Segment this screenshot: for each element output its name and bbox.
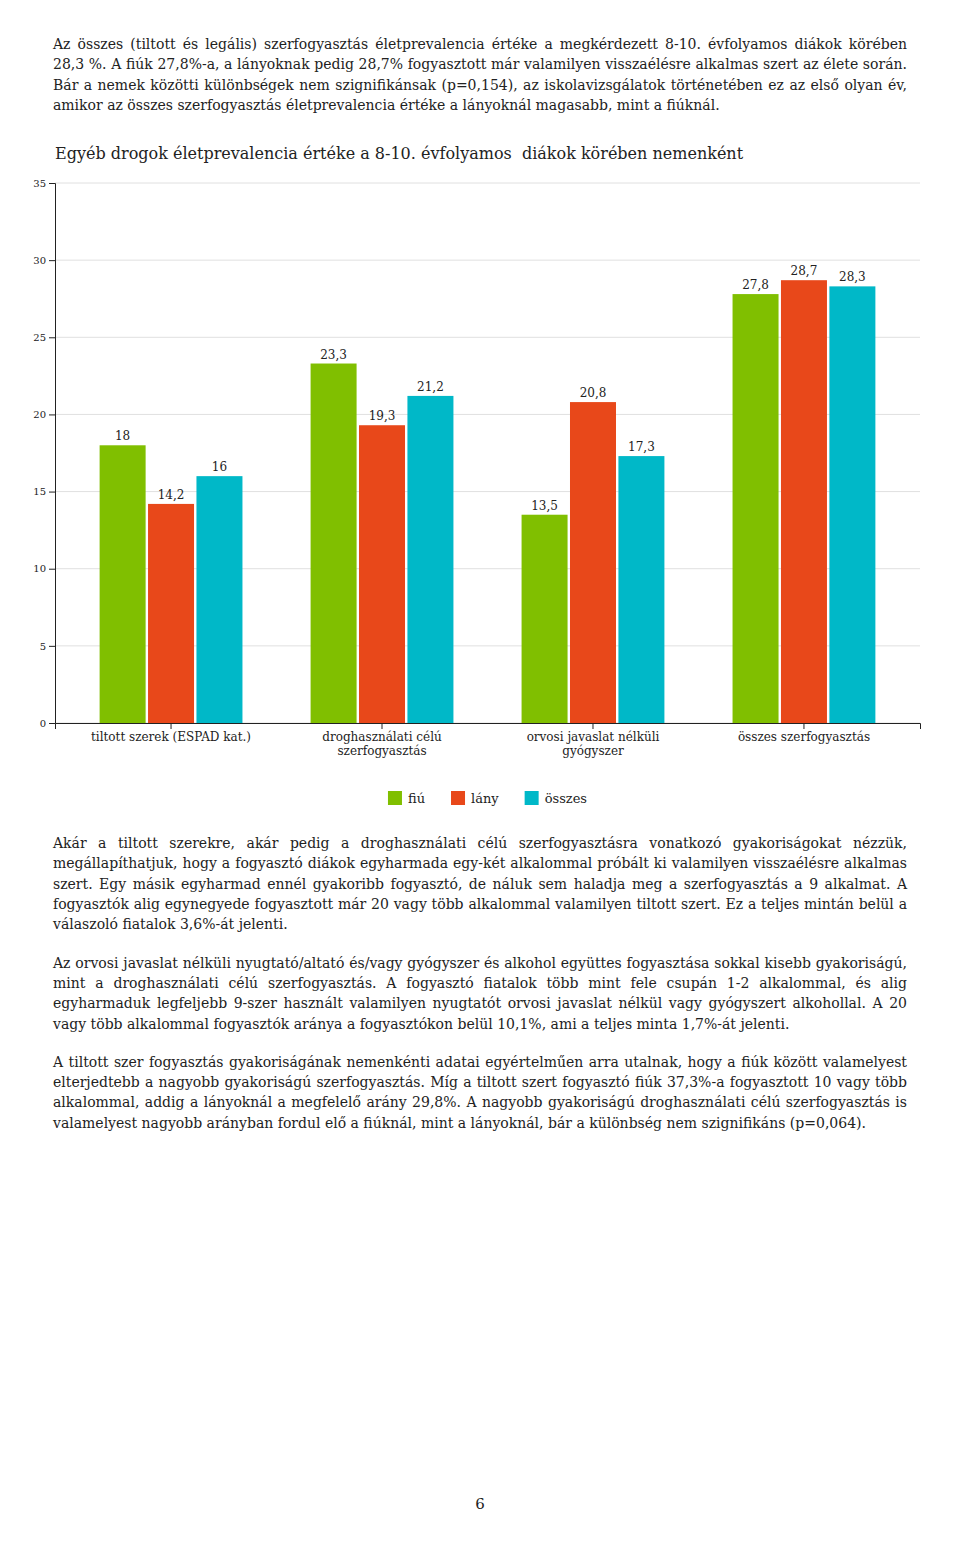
x-tick-label-line: tiltott szerek (ESPAD kat.) [91,730,251,744]
grid-line [55,260,920,261]
x-tick-label-line: droghasználati célú [322,730,442,744]
legend-swatch [451,791,465,805]
bar [829,287,875,724]
legend-item: lány [451,791,499,806]
legend: fiú lány összes [388,791,587,806]
y-tick-mark [49,723,55,724]
y-tick-label: 25 [33,332,46,343]
bar [196,476,242,723]
x-tick-label: tiltott szerek (ESPAD kat.) [91,730,251,744]
legend-item: fiú [388,791,425,806]
bar [359,425,405,723]
data-label: 17,3 [628,440,655,454]
paragraph: Az orvosi javaslat nélküli nyugtató/alta… [53,953,907,1034]
data-label: 23,3 [320,348,347,362]
x-tick-label: összes szerfogyasztás [738,730,870,744]
data-label: 18 [115,429,130,443]
paragraph: Az összes (tiltott és legális) szerfogya… [53,34,907,115]
x-tick-mark [803,723,804,729]
y-axis-line [49,184,56,724]
paragraph: A tiltott szer fogyasztás gyakoriságának… [53,1052,907,1133]
bar [570,402,616,723]
x-tick: orvosi javaslat nélküligyógyszer [527,723,660,758]
bar [311,364,357,723]
data-label: 16 [212,460,227,474]
chart: Egyéb drogok életprevalencia értéke a 8-… [0,133,960,833]
bar [148,504,194,723]
bar [618,456,664,723]
y-tick: 10 [33,564,55,575]
data-label: 20,8 [580,386,607,400]
data-label: 19,3 [369,409,396,423]
page-number: 6 [0,1495,960,1513]
y-tick-mark [49,492,55,493]
legend-swatch [525,791,539,805]
data-labels: 18 23,3 13,5 27,8 14,2 19,3 20,8 28,7 16 21,2 17,3… [115,264,866,513]
legend-label: fiú [408,791,425,806]
y-tick-label: 0 [40,718,46,729]
data-label: 13,5 [531,499,558,513]
y-tick-label: 35 [33,178,46,189]
series [100,294,779,723]
y-tick-label: 20 [33,409,46,420]
x-tick-mark [382,723,383,729]
x-tick-label-line: összes szerfogyasztás [738,730,870,744]
y-tick: 5 [40,641,55,652]
y-tick: 30 [33,255,55,266]
data-label: 28,3 [839,271,866,285]
x-tick-mark [171,723,172,729]
bars [100,280,876,723]
x-tick-mark [592,723,593,729]
grid-line [55,183,920,184]
y-tick: 35 [33,178,55,189]
y-tick-label: 10 [33,564,46,575]
y-tick-label: 30 [33,255,46,266]
legend-label: összes [545,791,587,806]
data-label: 14,2 [158,488,185,502]
y-tick-label: 15 [33,486,46,497]
paragraph: Akár a tiltott szerekre, akár pedig a dr… [53,833,907,934]
x-tick: droghasználati célúszerfogyasztás [322,723,442,758]
grid [55,183,920,723]
bar [100,445,146,723]
y-tick: 15 [33,486,55,497]
bar [781,280,827,723]
data-label: 21,2 [417,380,444,394]
legend-label: lány [471,791,499,806]
series [196,287,875,724]
x-tick-label: droghasználati célúszerfogyasztás [322,730,442,758]
x-tick-label: orvosi javaslat nélküligyógyszer [527,730,660,758]
x-tick: tiltott szerek (ESPAD kat.) [91,723,251,744]
y-tick-mark [49,415,55,416]
x-tick: összes szerfogyasztás [738,723,870,744]
y-axis: 0 5 10 15 20 25 30 35 [33,178,55,729]
series [148,280,827,723]
y-tick-mark [49,646,55,647]
bar [522,515,568,723]
bar [407,396,453,723]
chart-title: Egyéb drogok életprevalencia értéke a 8-… [55,144,744,163]
legend-swatch [388,791,402,805]
data-label: 28,7 [791,264,818,278]
y-tick-mark [49,260,55,261]
x-tick-label-line: orvosi javaslat nélküli [527,730,660,744]
y-tick-label: 5 [40,641,46,652]
y-tick-mark [49,569,55,570]
data-label: 27,8 [742,278,769,292]
x-axis-line [56,724,921,730]
x-tick-label-line: gyógyszer [562,744,624,758]
y-tick: 20 [33,409,55,420]
y-tick-mark [49,183,55,184]
bar [733,294,779,723]
y-tick: 25 [33,332,55,343]
legend-item: összes [525,791,587,806]
x-tick-label-line: szerfogyasztás [337,744,426,758]
x-axis: tiltott szerek (ESPAD kat.) droghasználat… [56,723,921,758]
y-tick-mark [49,337,55,338]
y-tick: 0 [40,718,55,729]
